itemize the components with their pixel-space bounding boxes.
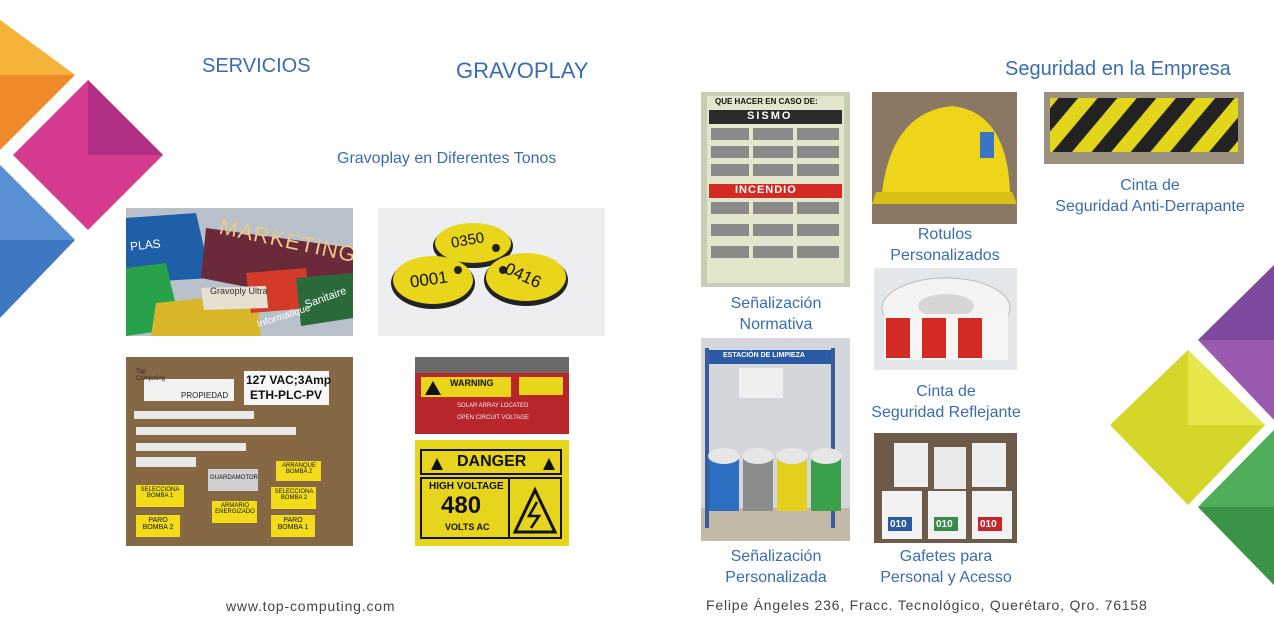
- station-label: ESTACIÓN DE LIMPIEZA: [723, 352, 805, 359]
- website-footer: www.top-computing.com: [226, 598, 396, 614]
- gravoplay-subtitle: Gravoplay en Diferentes Tonos: [337, 150, 557, 167]
- warning-line1: SOLAR ARRAY LOCATED: [457, 403, 529, 409]
- danger-title: DANGER: [457, 453, 527, 470]
- danger-highvoltage: HIGH VOLTAGE: [429, 481, 504, 492]
- caption-senalizacion-personalizada: Señalización Personalizada: [725, 548, 827, 586]
- cinta-anti-derrapante-photo: [1044, 92, 1244, 164]
- warning-photo: WARNING SOLAR ARRAY LOCATED OPEN CIRCUIT…: [415, 357, 569, 434]
- label-guardamotor: GUARDAMOTOR: [210, 475, 258, 481]
- warning-title: WARNING: [450, 378, 494, 388]
- nameplate-gravoply: Gravoply Ultra: [210, 286, 268, 296]
- orange-triangle-light: [0, 20, 75, 75]
- labels-photo: Top Computing PROPIEDAD 127 VAC;3Amp ETH…: [126, 357, 353, 546]
- label-propiedad: PROPIEDAD: [181, 391, 229, 400]
- badge-num-blue: 010: [890, 519, 907, 530]
- label-paro-1: PARO BOMBA 1: [277, 517, 309, 531]
- rotulos-photo: [872, 92, 1017, 224]
- caption-rotulos: Rotulos Personalizados: [890, 226, 1000, 264]
- caption-cinta-reflejante: Cinta de Seguridad Reflejante: [871, 383, 1021, 421]
- blue-triangle-light: [0, 165, 75, 240]
- label-eth-plc: ETH-PLC-PV: [250, 388, 322, 402]
- servicios-heading: SERVICIOS: [202, 55, 311, 77]
- caption-gafetes: Gafetes para Personal y Acesso: [880, 548, 1012, 586]
- magenta-diamond-shade: [88, 80, 163, 155]
- label-brand: Top Computing: [136, 369, 166, 382]
- gafetes-photo: 010 010 010: [874, 433, 1017, 543]
- warning-line2: OPEN CIRCUIT VOLTAGE: [457, 415, 530, 421]
- seguridad-heading: Seguridad en la Empresa: [1005, 58, 1231, 80]
- label-armario: ARMARIO ENERGIZADO: [215, 503, 255, 515]
- label-127vac: 127 VAC;3Amp: [246, 373, 332, 387]
- label-arranque: ARRANQUE BOMBA 2: [281, 463, 316, 475]
- badge-num-red: 010: [980, 519, 997, 530]
- poster-top-text: QUE HACER EN CASO DE:: [715, 97, 818, 106]
- caption-senalizacion-normativa: Señalización Normativa: [730, 295, 822, 333]
- address-footer: Felipe Ángeles 236, Fracc. Tecnológico, …: [706, 597, 1148, 613]
- yellow-diamond-light: [1188, 350, 1265, 425]
- poster-incendio: INCENDIO: [735, 184, 797, 196]
- label-paro-2: PARO BOMBA 2: [142, 517, 174, 531]
- label-selecciona-2: SELECCIONA BOMBA 2: [274, 489, 314, 501]
- danger-480: 480: [441, 492, 482, 519]
- gravoplay-heading: GRAVOPLAY: [456, 58, 589, 83]
- label-selecciona-1: SELECCIONA BOMBA 1: [140, 487, 180, 499]
- senalizacion-normativa-photo: QUE HACER EN CASO DE: SISMO INCENDIO: [701, 92, 850, 287]
- danger-volts: VOLTS AC: [445, 522, 490, 532]
- nameplates-photo: MARKETING Gravoply Ultra PLAS Sanitaire …: [126, 208, 353, 336]
- poster-sismo: SISMO: [747, 110, 793, 122]
- green-triangle-shade: [1198, 507, 1274, 585]
- caption-cinta-anti-derrapante: Cinta de Seguridad Anti-Derrapante: [1055, 177, 1245, 215]
- danger-photo: DANGER HIGH VOLTAGE 480 VOLTS AC: [415, 440, 569, 546]
- senalizacion-personalizada-photo: ESTACIÓN DE LIMPIEZA: [701, 338, 850, 541]
- badge-num-green: 010: [936, 519, 953, 530]
- cinta-reflejante-photo: [874, 268, 1017, 370]
- discs-photo: 0350 0001 0416: [378, 208, 605, 336]
- purple-triangle-shade: [1198, 265, 1274, 340]
